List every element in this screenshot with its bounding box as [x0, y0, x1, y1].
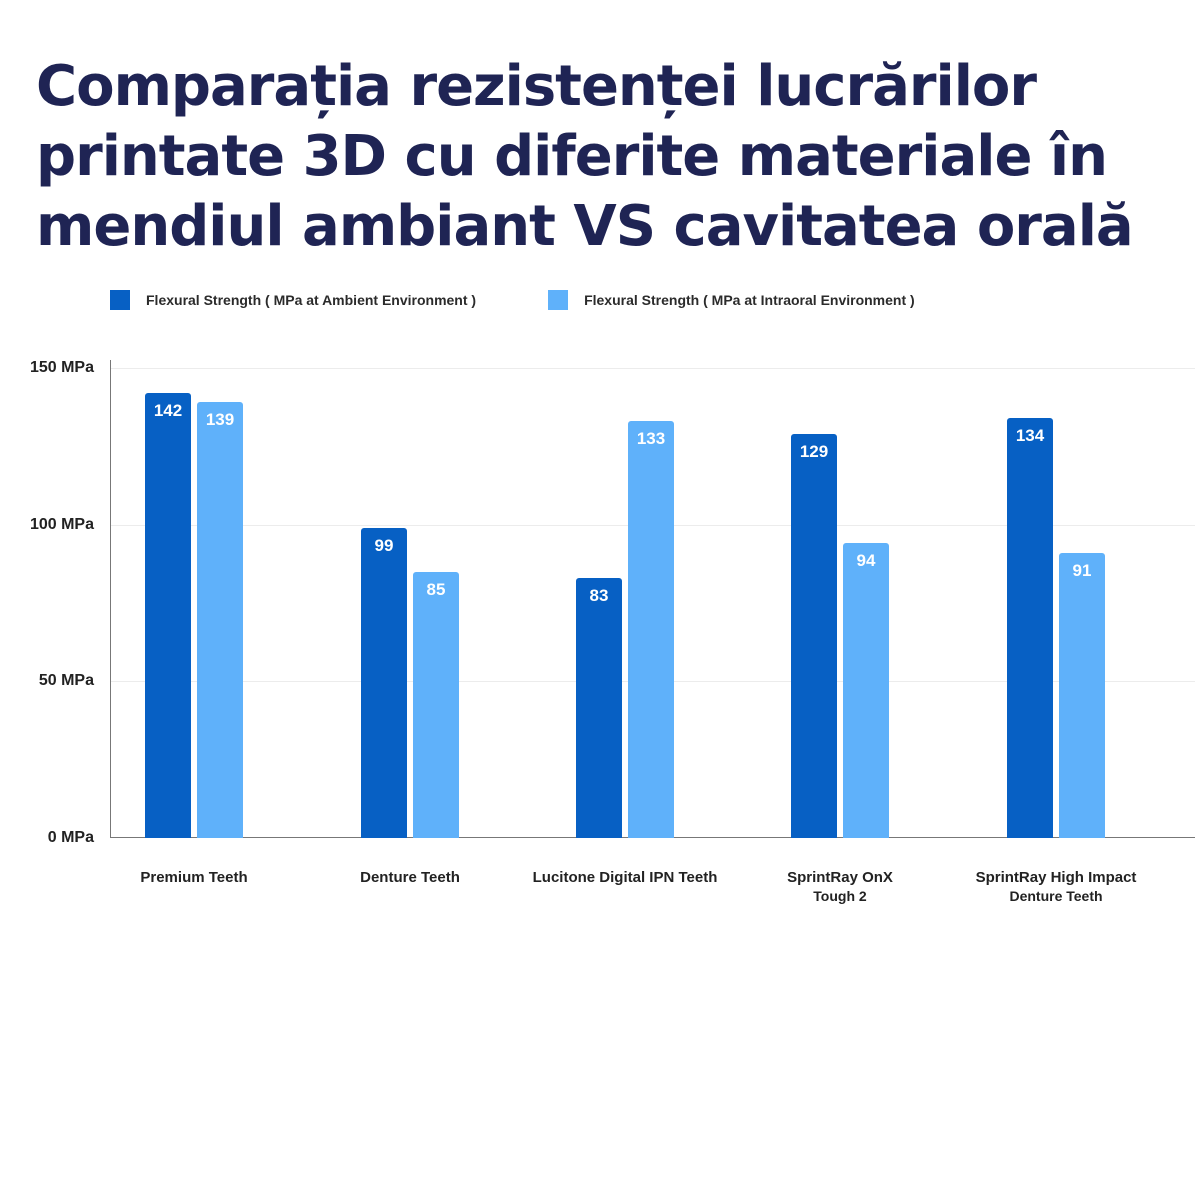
x-tick-label: SprintRay OnX Tough 2 [725, 868, 955, 906]
x-tick-label-line1: Denture Teeth [360, 869, 460, 886]
x-tick-label-line1: Premium Teeth [140, 869, 248, 886]
legend-item: Flexural Strength ( MPa at Intraoral Env… [548, 290, 915, 310]
bar-value-label: 134 [1015, 426, 1045, 446]
x-tick-label: Lucitone Digital IPN Teeth [510, 868, 740, 887]
legend-swatch [548, 290, 569, 310]
legend-swatch [110, 290, 130, 310]
y-tick-label: 100 MPa [29, 515, 94, 533]
gridline [111, 368, 1195, 369]
x-tick-label-line2: Tough 2 [813, 888, 867, 904]
x-tick-label-line2: Denture Teeth [1009, 888, 1103, 904]
bar-value-label: 83 [589, 585, 609, 605]
bar-ambient: 134 [1007, 418, 1053, 838]
bar-intraoral: 91 [1059, 552, 1105, 838]
bar-intraoral: 133 [628, 421, 674, 838]
x-tick-label: SprintRay High Impact Denture Teeth [941, 868, 1171, 906]
bar-intraoral: 85 [413, 571, 459, 838]
x-tick-label: Denture Teeth [295, 868, 525, 887]
y-tick-label: 50 MPa [38, 672, 94, 690]
bar-value-label: 139 [205, 410, 235, 430]
plot-area: 0 MPa 50 MPa 100 MPa 150 MPa 142 99 83 129 134 13… [30, 359, 1195, 846]
bar-value-label: 94 [856, 551, 876, 571]
bar-value-label: 85 [426, 579, 446, 599]
legend-label: Flexural Strength ( MPa at Intraoral Env… [584, 292, 915, 308]
bar-intraoral: 139 [197, 402, 243, 838]
y-axis-line [110, 360, 111, 838]
bar-intraoral: 94 [843, 543, 889, 838]
bar-value-label: 129 [799, 441, 829, 461]
legend-item: Flexural Strength ( MPa at Ambient Envir… [110, 290, 476, 310]
legend-label: Flexural Strength ( MPa at Ambient Envir… [146, 292, 477, 308]
bar-value-label: 133 [636, 429, 666, 449]
x-tick-label: Premium Teeth [79, 868, 309, 887]
bar-ambient: 129 [791, 433, 837, 838]
y-tick-label: 0 MPa [47, 829, 94, 846]
bar-value-label: 142 [153, 401, 183, 421]
legend: Flexural Strength ( MPa at Ambient Envir… [110, 290, 987, 310]
bar-value-label: 99 [374, 535, 394, 555]
bar-value-label: 91 [1072, 560, 1092, 580]
bar-ambient: 83 [576, 577, 622, 838]
bar-ambient: 142 [145, 393, 191, 838]
x-tick-label-line1: SprintRay OnX [787, 869, 893, 886]
chart-title: Comparația rezistenței lucrărilor printa… [36, 54, 1134, 259]
x-tick-label-line1: SprintRay High Impact [975, 869, 1137, 886]
y-tick-label: 150 MPa [29, 359, 94, 376]
x-tick-label-line1: Lucitone Digital IPN Teeth [532, 869, 718, 886]
bar-ambient: 99 [361, 527, 407, 838]
